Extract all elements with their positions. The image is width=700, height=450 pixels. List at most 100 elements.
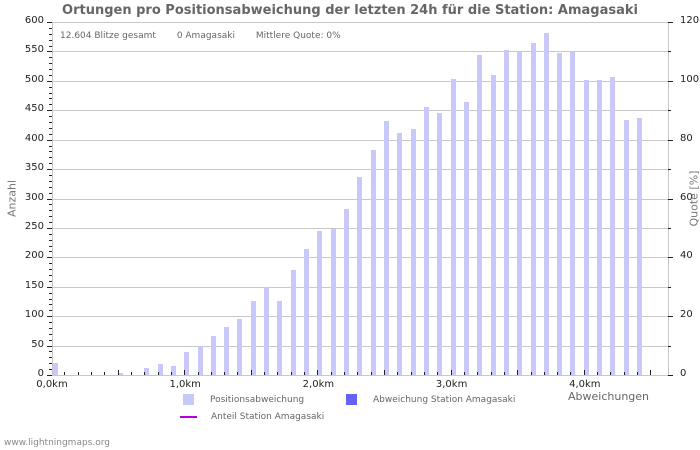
- y-right-tick-mark: [668, 375, 673, 376]
- x-tick-mark: [583, 370, 585, 375]
- x-tick-label: 4,0km: [569, 379, 601, 390]
- y-tick-mark: [47, 169, 52, 171]
- y-minor-tick: [49, 222, 52, 224]
- x-tick-mark: [437, 372, 439, 375]
- bar-positionsabweichung: [490, 74, 496, 375]
- y-right-tick-mark: [668, 316, 673, 318]
- x-axis-line: [52, 375, 668, 376]
- y-minor-tick: [49, 269, 52, 271]
- x-tick-mark: [130, 372, 132, 375]
- bar-positionsabweichung: [477, 54, 483, 375]
- y-minor-tick: [49, 369, 52, 371]
- legend-label: Positionsabweichung: [210, 394, 305, 405]
- y-minor-tick: [49, 98, 52, 100]
- y-minor-tick: [49, 63, 52, 65]
- y-minor-tick: [49, 322, 52, 324]
- bar-positionsabweichung: [450, 79, 456, 375]
- y-minor-tick: [49, 251, 52, 253]
- x-tick-mark: [570, 372, 572, 375]
- legend-line-icon: [180, 416, 197, 418]
- y-minor-tick: [49, 33, 52, 35]
- y-minor-tick: [49, 204, 52, 206]
- x-tick-mark: [224, 372, 226, 375]
- bar-positionsabweichung: [144, 367, 150, 375]
- y-tick-label: 250: [24, 220, 44, 232]
- y-minor-tick: [49, 263, 52, 265]
- bar-positionsabweichung: [170, 366, 176, 375]
- x-tick-mark: [543, 372, 545, 375]
- y-tick-label: 600: [24, 15, 44, 26]
- y-right-tick-mark: [668, 139, 673, 141]
- bar-positionsabweichung: [224, 326, 230, 375]
- summary-total: 12.604 Blitze gesamt: [60, 31, 156, 41]
- bar-positionsabweichung: [557, 53, 563, 375]
- bar-positionsabweichung: [437, 112, 443, 375]
- x-tick-label: 2,0km: [302, 379, 335, 390]
- x-tick-mark: [290, 372, 292, 375]
- bar-positionsabweichung: [543, 33, 549, 375]
- bar-positionsabweichung: [623, 119, 629, 375]
- y-right-tick-label: 80: [680, 132, 693, 144]
- y-minor-tick: [49, 239, 52, 241]
- y-minor-tick: [49, 151, 52, 153]
- y-tick-mark: [47, 80, 52, 82]
- x-tick-mark: [410, 372, 412, 375]
- bar-positionsabweichung: [410, 129, 416, 375]
- bar-positionsabweichung: [357, 176, 363, 375]
- y-right-minor-tick: [668, 227, 671, 229]
- y-tick-label: 350: [24, 162, 44, 174]
- x-tick-mark: [184, 370, 186, 375]
- x-tick-mark: [210, 372, 212, 375]
- y-axis-label-left: Anzahl: [5, 179, 19, 218]
- bar-positionsabweichung: [290, 270, 296, 375]
- y-minor-tick: [49, 245, 52, 247]
- legend-swatch-icon: [346, 394, 357, 405]
- x-tick-mark: [317, 370, 319, 375]
- x-tick-mark: [637, 372, 639, 375]
- y-right-tick-label: 100: [680, 73, 700, 85]
- y-minor-tick: [49, 363, 52, 365]
- y-minor-tick: [49, 298, 52, 300]
- bar-positionsabweichung: [517, 51, 523, 375]
- x-tick-mark: [384, 370, 385, 375]
- bar-positionsabweichung: [583, 80, 589, 375]
- y-right-minor-tick: [668, 286, 671, 288]
- x-tick-mark: [450, 370, 452, 375]
- x-tick-mark: [517, 370, 519, 375]
- y-tick-label: 150: [24, 279, 44, 291]
- chart-title: Ortungen pro Positionsabweichung der let…: [62, 3, 638, 18]
- y-right-tick-label: 120: [680, 15, 700, 26]
- y-tick-mark: [47, 227, 52, 229]
- y-right-minor-tick: [668, 169, 671, 171]
- x-tick-mark: [597, 372, 599, 375]
- y-minor-tick: [49, 39, 52, 41]
- y-tick-mark: [47, 345, 52, 347]
- x-tick-mark: [344, 372, 346, 375]
- y-minor-tick: [49, 351, 52, 353]
- y-tick-label: 500: [24, 73, 44, 85]
- x-tick-mark: [117, 370, 119, 375]
- x-tick-mark: [144, 372, 146, 375]
- y-tick-mark: [47, 139, 52, 141]
- bar-positionsabweichung: [597, 80, 603, 375]
- y-minor-tick: [49, 186, 52, 188]
- bar-positionsabweichung: [423, 107, 429, 375]
- x-tick-mark: [357, 372, 359, 375]
- x-tick-mark: [397, 372, 399, 375]
- y-minor-tick: [49, 27, 52, 29]
- bar-positionsabweichung: [344, 208, 350, 375]
- y-right-minor-tick: [668, 110, 671, 112]
- x-tick-mark: [277, 372, 279, 375]
- bar-positionsabweichung: [570, 51, 576, 375]
- y-tick-mark: [47, 375, 52, 376]
- x-tick-label: 1,0km: [169, 379, 201, 390]
- x-tick-mark: [330, 372, 332, 375]
- bar-positionsabweichung: [330, 228, 336, 375]
- y-tick-mark: [47, 257, 52, 259]
- summary-stats: 12.604 Blitze gesamt 0 Amagasaki Mittler…: [60, 31, 359, 41]
- y-tick-label: 300: [24, 191, 44, 203]
- gridline: [53, 80, 669, 82]
- bar-positionsabweichung: [250, 301, 256, 375]
- x-tick-mark: [423, 372, 425, 375]
- y-tick-label: 200: [24, 250, 44, 262]
